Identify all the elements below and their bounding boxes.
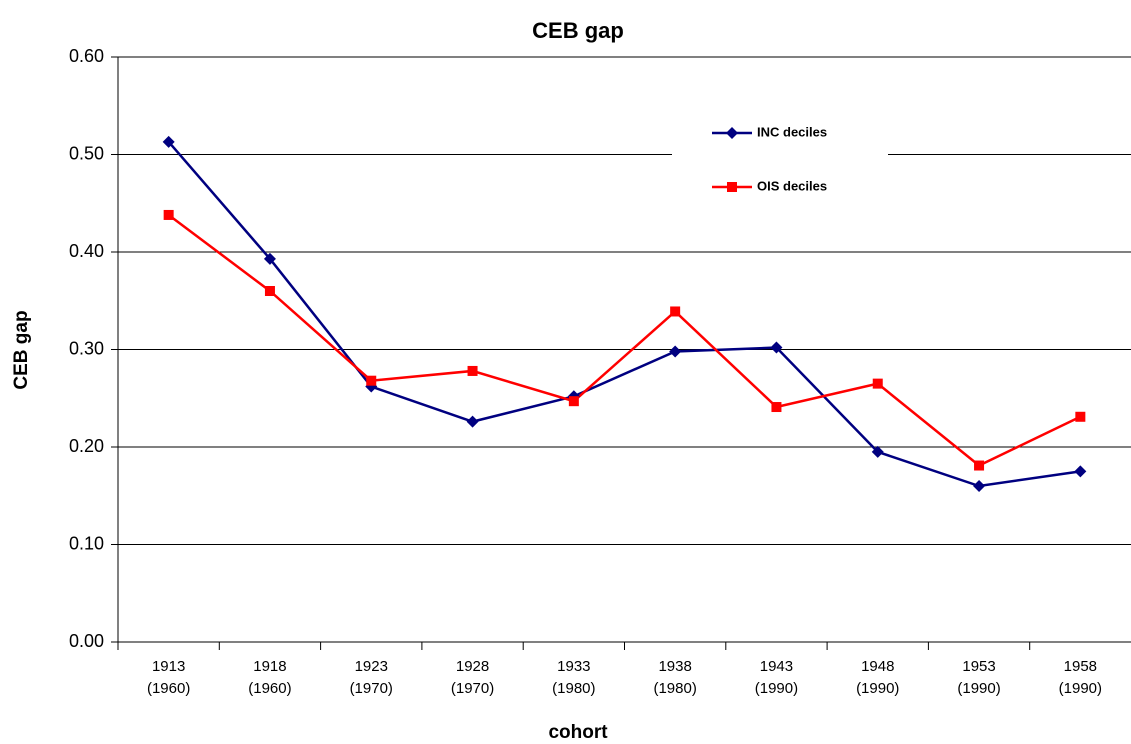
x-tick-label: 1953 (1990) (957, 658, 1001, 697)
data-point (162, 135, 175, 148)
x-tick-label: 1958 (1990) (1058, 658, 1103, 697)
data-point (264, 286, 275, 296)
x-tick-label: 1913 (1960) (146, 658, 191, 697)
data-point (973, 480, 986, 492)
data-point (872, 378, 883, 389)
legend-box (672, 112, 888, 220)
series-line (167, 141, 1081, 488)
data-point (263, 252, 276, 265)
data-point (771, 402, 782, 413)
y-tick-label: 0.50 (69, 143, 104, 163)
x-tick-label: 1933 (1980) (552, 658, 596, 697)
data-point (974, 460, 985, 471)
y-tick-label: 0.40 (69, 241, 104, 261)
chart-title: CEB gap (532, 18, 624, 43)
y-tick-label: 0.20 (69, 436, 104, 456)
data-point (670, 306, 681, 317)
data-point (669, 345, 682, 358)
legend-marker (727, 182, 737, 192)
legend-label: OIS deciles (757, 178, 827, 193)
data-point (871, 445, 884, 458)
x-tick-label: 1948 (1990) (856, 658, 900, 697)
x-tick-label: 1938 (1980) (653, 658, 697, 697)
y-tick-label: 0.30 (69, 338, 104, 358)
x-tick-label: 1923 (1970) (349, 658, 393, 697)
x-tick-label: 1918 (1960) (248, 658, 292, 697)
data-point (467, 365, 478, 376)
data-point (568, 396, 579, 407)
data-point (1074, 465, 1087, 478)
x-tick-label: 1928 (1970) (450, 658, 495, 697)
y-axis-label: CEB gap (11, 310, 32, 389)
y-tick-label: 0.10 (69, 533, 104, 553)
legend-label: INC deciles (757, 124, 827, 139)
y-tick-label: 0.00 (69, 631, 104, 651)
x-axis-label: cohort (548, 722, 608, 743)
series-line (167, 213, 1081, 467)
data-point (1075, 411, 1086, 422)
legend-marker (726, 127, 738, 139)
data-point (770, 341, 783, 354)
x-tick-label: 1943 (1990) (754, 658, 799, 697)
data-point (163, 209, 174, 220)
data-point (366, 375, 377, 386)
y-tick-label: 0.60 (69, 46, 104, 66)
data-point (466, 415, 479, 428)
